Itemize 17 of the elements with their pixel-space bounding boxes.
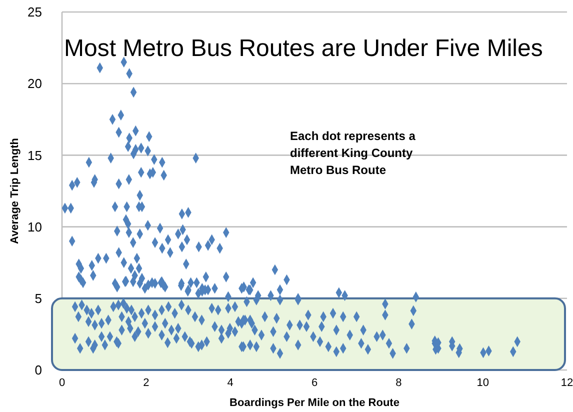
- y-tick-label: 25: [28, 4, 42, 20]
- x-tick-label: 0: [58, 377, 66, 389]
- x-tick-label: 4: [227, 377, 234, 389]
- y-tick-label: 20: [28, 76, 42, 92]
- y-tick-label: 10: [28, 219, 42, 234]
- y-tick-label: 15: [28, 148, 42, 163]
- x-axis-title: Boardings Per Mile on the Route: [230, 397, 400, 409]
- y-tick-label: 5: [34, 290, 42, 306]
- x-tick-label: 2: [143, 377, 150, 389]
- text: Most Metro Bus Routes are Under Five Miles: [64, 35, 543, 62]
- annotation: Each dot represents a different King County Metro Bus Route: [290, 129, 416, 177]
- x-tick-label: 12: [560, 377, 573, 389]
- x-tick-label: 8: [396, 377, 402, 389]
- y-tick-label: 0: [34, 362, 42, 378]
- y-axis-title: Average Trip Length: [9, 138, 21, 244]
- x-tick-label: 10: [476, 377, 489, 389]
- x-tick-label: 6: [311, 377, 318, 389]
